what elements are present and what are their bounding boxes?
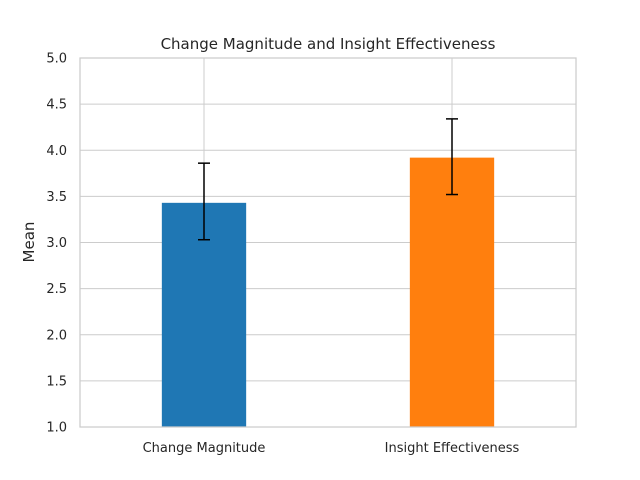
y-tick-label: 4.0	[46, 144, 67, 159]
y-tick-label: 3.5	[46, 190, 67, 205]
y-tick-label: 2.0	[46, 328, 67, 343]
y-tick-labels: 1.0 1.5 2.0 2.5 3.0 3.5 4.0 4.5 5.0	[46, 52, 67, 436]
bar-layer	[161, 157, 495, 427]
y-tick-label: 1.0	[46, 421, 67, 436]
y-tick-label: 3.0	[46, 236, 67, 251]
y-tick-label: 4.5	[46, 98, 67, 113]
plot-frame	[79, 57, 577, 428]
y-tick-label: 2.5	[46, 282, 67, 297]
bar	[409, 157, 495, 427]
error-bar-layer	[198, 118, 458, 241]
y-tick-label: 1.5	[46, 374, 67, 389]
x-tick-label: Insight Effectiveness	[385, 441, 520, 456]
x-tick-label: Change Magnitude	[143, 441, 266, 456]
chart-title: Change Magnitude and Insight Effectivene…	[161, 35, 496, 53]
y-axis-label: Mean	[20, 222, 38, 263]
y-tick-label: 5.0	[46, 52, 67, 67]
x-tick-labels: Change Magnitude Insight Effectiveness	[143, 441, 520, 456]
grid-layer	[80, 57, 576, 428]
